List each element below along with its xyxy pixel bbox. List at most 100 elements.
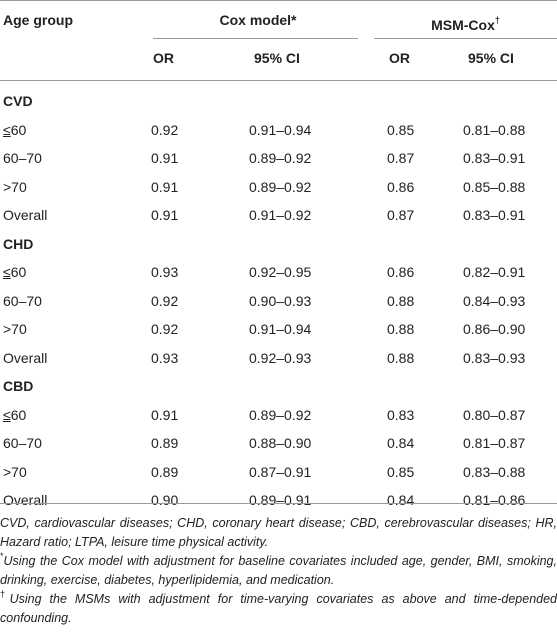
section-label: CVD: [3, 93, 33, 109]
msm-or-cell: 0.86: [387, 178, 415, 195]
age-group-cell: ≤60: [3, 264, 26, 280]
age-value: Overall: [3, 349, 48, 366]
age-value: 60: [10, 264, 27, 280]
footnote-star-mark: *: [0, 551, 4, 561]
age-value: 60–70: [3, 292, 42, 309]
msm-or-cell: 0.83: [387, 406, 415, 423]
age-group-cell: 60–70: [3, 435, 42, 451]
footnote-abbreviations: CVD, cardiovascular diseases; CHD, coron…: [0, 516, 557, 549]
age-value: >70: [3, 178, 27, 195]
cox-or-cell: 0.93: [151, 264, 179, 280]
cox-or-cell: 0.92: [151, 321, 179, 337]
msm-span-rule: [374, 38, 557, 39]
footnote-dagger: †Using the MSMs with adjustment for time…: [0, 590, 557, 628]
cox-span-rule: [153, 38, 358, 39]
msm-ci-cell: 0.80–0.87: [463, 406, 526, 423]
section-label: CHD: [3, 235, 34, 252]
age-group-cell: 60–70: [3, 150, 42, 166]
age-value: 60: [10, 406, 27, 423]
cox-or-cell: 0.89: [151, 435, 179, 451]
msm-or-cell: 0.84: [387, 435, 415, 451]
msm-or-cell: 0.85: [387, 463, 415, 480]
msm-or-cell: 0.87: [387, 150, 415, 166]
cox-ci-cell: 0.91–0.94: [249, 121, 312, 138]
age-value: 60: [10, 121, 27, 138]
footnote-dagger-text: Using the MSMs with adjustment for time-…: [0, 592, 557, 625]
age-value: Overall: [3, 492, 48, 508]
msm-or-cell: 0.88: [387, 349, 415, 366]
footnote-star: *Using the Cox model with adjustment for…: [0, 552, 557, 590]
msm-ci-cell: 0.83–0.88: [463, 463, 526, 480]
header-msm-cox-dagger: †: [494, 15, 500, 25]
table-top-rule: [0, 0, 557, 1]
header-age-group: Age group: [3, 12, 73, 28]
age-prefix: ≤: [3, 121, 11, 138]
age-prefix: ≤: [3, 264, 11, 280]
cox-or-cell: 0.92: [151, 292, 179, 309]
age-value: 60–70: [3, 150, 42, 166]
msm-or-cell: 0.86: [387, 264, 415, 280]
age-value: 60–70: [3, 435, 42, 451]
msm-ci-cell: 0.82–0.91: [463, 264, 526, 280]
age-prefix: ≤: [3, 406, 11, 423]
cox-ci-cell: 0.92–0.95: [249, 264, 312, 280]
age-group-cell: 60–70: [3, 293, 42, 309]
cox-ci-cell: 0.90–0.93: [249, 292, 312, 309]
age-value: >70: [3, 321, 27, 337]
msm-ci-cell: 0.84–0.93: [463, 292, 526, 309]
header-msm-or: OR: [389, 50, 410, 66]
cox-or-cell: 0.91: [151, 406, 179, 423]
age-group-cell: ≤60: [3, 407, 26, 423]
header-cox-ci: 95% CI: [254, 50, 300, 66]
age-group-cell: >70: [3, 321, 27, 337]
header-cox-model: Cox model*: [219, 12, 297, 28]
section-label: CBD: [3, 378, 34, 394]
cox-ci-cell: 0.88–0.90: [249, 435, 312, 451]
cox-or-cell: 0.91: [151, 150, 179, 166]
msm-ci-cell: 0.83–0.93: [463, 349, 526, 366]
cox-or-cell: 0.92: [151, 121, 179, 138]
msm-ci-cell: 0.83–0.91: [463, 207, 526, 223]
msm-ci-cell: 0.83–0.91: [463, 150, 526, 166]
age-group-cell: ≤60: [3, 122, 26, 138]
header-msm-ci: 95% CI: [468, 50, 514, 66]
footnote-dagger-mark: †: [0, 589, 10, 599]
msm-or-cell: 0.85: [387, 121, 415, 138]
age-group-cell: >70: [3, 464, 27, 480]
msm-or-cell: 0.84: [387, 492, 415, 508]
cox-ci-cell: 0.89–0.92: [249, 178, 312, 195]
cox-ci-cell: 0.91–0.92: [249, 207, 312, 223]
cox-ci-cell: 0.92–0.93: [249, 349, 312, 366]
cox-or-cell: 0.91: [151, 207, 179, 223]
cox-or-cell: 0.91: [151, 178, 179, 195]
cox-ci-cell: 0.89–0.91: [249, 492, 312, 508]
cox-ci-cell: 0.89–0.92: [249, 150, 312, 166]
cox-or-cell: 0.93: [151, 349, 179, 366]
header-cox-or: OR: [153, 50, 174, 66]
header-msm-cox: MSM-Cox†: [374, 12, 557, 33]
age-group-cell: >70: [3, 179, 27, 195]
cox-or-cell: 0.89: [151, 463, 179, 480]
msm-or-cell: 0.88: [387, 292, 415, 309]
footnote-star-text: Using the Cox model with adjustment for …: [0, 554, 557, 587]
msm-or-cell: 0.88: [387, 321, 415, 337]
msm-ci-cell: 0.81–0.88: [463, 121, 526, 138]
age-group-cell: Overall: [3, 207, 47, 223]
age-value: Overall: [3, 207, 48, 223]
cox-ci-cell: 0.89–0.92: [249, 406, 312, 423]
msm-ci-cell: 0.85–0.88: [463, 178, 526, 195]
table-footnotes: CVD, cardiovascular diseases; CHD, coron…: [0, 514, 557, 628]
msm-ci-cell: 0.81–0.86: [463, 492, 526, 508]
msm-ci-cell: 0.81–0.87: [463, 435, 526, 451]
cox-ci-cell: 0.91–0.94: [249, 321, 312, 337]
age-group-cell: Overall: [3, 492, 47, 508]
cox-or-cell: 0.90: [151, 492, 179, 508]
age-group-cell: Overall: [3, 350, 47, 366]
age-value: >70: [3, 463, 27, 480]
header-msm-cox-label: MSM-Cox: [431, 17, 495, 33]
msm-or-cell: 0.87: [387, 207, 415, 223]
msm-ci-cell: 0.86–0.90: [463, 321, 526, 337]
header-bottom-rule: [0, 80, 557, 81]
table-bottom-rule: [0, 503, 557, 504]
cox-ci-cell: 0.87–0.91: [249, 463, 312, 480]
